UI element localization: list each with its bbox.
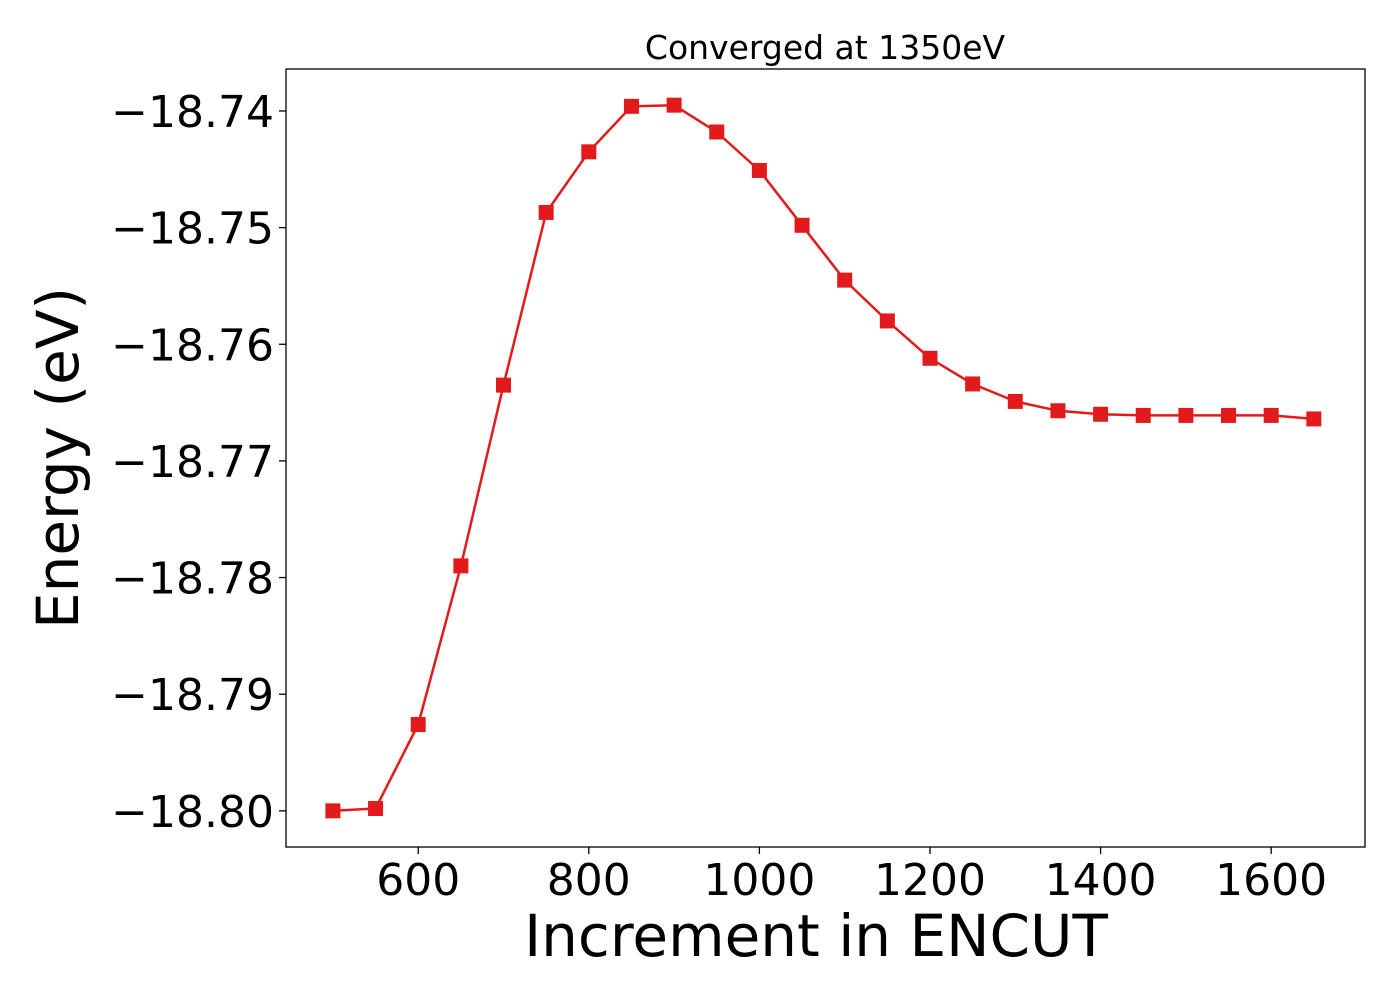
plot-area-frame [285,68,1366,848]
data-point-marker [794,217,810,233]
data-point-marker [325,803,341,819]
x-tick-label: 1200 [874,855,986,906]
x-axis-label: Increment in ENCUT [524,902,1108,970]
x-tick-label: 1000 [703,855,815,906]
x-tick-label: 800 [547,855,631,906]
x-tick-label: 600 [376,855,460,906]
y-axis-label: Energy (eV) [24,287,92,629]
y-tick-label: −18.79 [111,670,274,721]
data-point-marker [368,801,384,817]
data-point-marker [581,144,597,160]
data-point-marker [1263,407,1279,423]
plot-layer [325,97,1322,819]
y-tick-label: −18.75 [111,204,274,255]
data-point-marker [1178,407,1194,423]
chart-title: Converged at 1350eV [645,28,1006,67]
x-tick-label: 1400 [1045,855,1157,906]
data-point-marker [1221,407,1237,423]
y-tick-label: −18.74 [111,87,274,138]
data-point-marker [410,717,426,733]
data-point-marker [1050,403,1066,419]
y-axis-ticks: −18.74 −18.75 −18.76 −18.77 −18.78 −18.79 −18.… [111,87,286,838]
data-point-marker [1135,407,1151,423]
data-point-marker [1007,393,1023,409]
data-point-marker [453,558,469,574]
data-point-marker [879,313,895,329]
data-point-marker [751,162,767,178]
data-point-marker [1093,406,1109,422]
x-axis-ticks: 600 800 1000 1200 1400 1600 [376,847,1327,906]
y-tick-label: −18.78 [111,554,274,605]
data-point-marker [496,377,512,393]
energy-series-line [332,103,1314,813]
data-point-marker [965,376,981,392]
y-tick-label: −18.80 [111,787,274,838]
data-point-marker [538,204,554,220]
data-point-marker [709,124,725,140]
y-tick-label: −18.76 [111,320,274,371]
data-point-marker [1306,411,1322,427]
x-tick-label: 1600 [1215,855,1327,906]
data-point-marker [623,98,639,114]
data-point-marker [837,272,853,288]
y-tick-label: −18.77 [111,437,274,488]
data-point-marker [666,97,682,113]
data-point-marker [922,350,938,366]
